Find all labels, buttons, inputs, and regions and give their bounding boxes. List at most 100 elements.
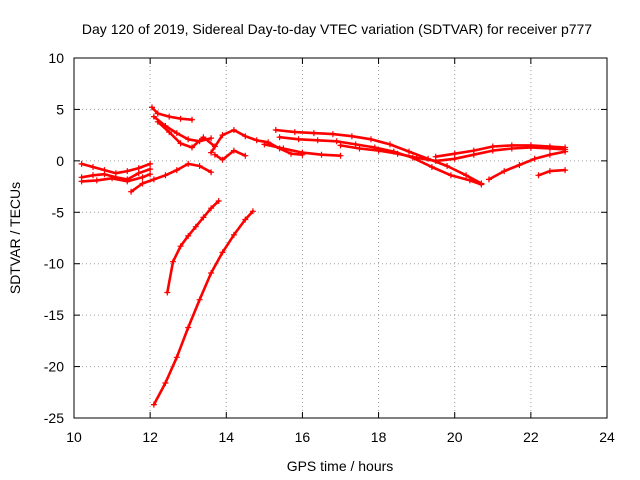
data-point xyxy=(348,133,355,140)
data-point xyxy=(208,149,215,156)
data-point xyxy=(333,138,340,145)
data-point xyxy=(154,118,161,125)
data-point xyxy=(147,171,154,178)
data-point xyxy=(242,133,249,140)
data-point xyxy=(149,104,155,111)
x-tick-labels: 10 12 14 16 18 20 22 24 xyxy=(66,429,615,445)
data-point xyxy=(508,142,515,149)
data-point xyxy=(253,137,260,144)
data-point xyxy=(170,258,176,265)
data-point xyxy=(546,168,553,175)
data-point xyxy=(124,168,131,175)
series-line xyxy=(274,128,483,185)
data-point xyxy=(242,152,249,159)
series-band-f xyxy=(486,148,569,183)
data-point xyxy=(139,180,146,187)
series-early-band-bottom xyxy=(78,171,154,185)
x-axis-label: GPS time / hours xyxy=(287,458,394,474)
series-line xyxy=(213,149,247,162)
data-point xyxy=(478,181,485,188)
y-tick-label: -5 xyxy=(52,204,65,220)
data-point xyxy=(219,249,226,256)
data-point xyxy=(177,140,184,147)
data-point xyxy=(470,147,477,154)
data-point xyxy=(486,176,492,183)
x-tick-label: 20 xyxy=(447,429,463,445)
series-band-a xyxy=(272,127,485,187)
plot-frame xyxy=(73,57,608,419)
y-tick-labels: -25 -20 -15 -10 -5 0 5 10 xyxy=(44,50,64,426)
data-point xyxy=(109,175,116,182)
data-point xyxy=(562,167,569,174)
data-point xyxy=(200,134,207,141)
x-tick-label: 14 xyxy=(218,429,234,445)
data-point xyxy=(162,172,169,179)
data-point xyxy=(406,148,412,155)
data-point xyxy=(230,147,237,154)
data-point xyxy=(166,113,173,120)
data-point xyxy=(489,143,496,150)
data-point xyxy=(501,168,508,175)
series-top-arc-1 xyxy=(149,104,195,123)
data-point xyxy=(150,401,157,408)
series-end-dash xyxy=(535,167,569,179)
data-point xyxy=(318,151,325,158)
data-point xyxy=(78,160,85,167)
x-tick-label: 24 xyxy=(599,429,615,445)
series-line xyxy=(152,210,255,406)
data-point xyxy=(466,177,473,184)
data-point xyxy=(413,154,420,161)
data-point xyxy=(276,134,283,141)
y-tick-label: 0 xyxy=(56,153,64,169)
y-tick-label: 10 xyxy=(48,50,64,66)
data-point xyxy=(192,223,199,230)
y-tick-label: -25 xyxy=(44,410,64,426)
data-series xyxy=(78,104,569,408)
data-point xyxy=(546,143,553,150)
data-point xyxy=(208,169,215,176)
data-point xyxy=(189,116,195,123)
data-point xyxy=(356,145,363,152)
data-point xyxy=(78,178,85,185)
data-point xyxy=(101,171,108,178)
data-point xyxy=(173,130,180,137)
data-point xyxy=(93,177,100,184)
data-point xyxy=(208,270,215,276)
data-point xyxy=(200,214,207,221)
x-tick-label: 10 xyxy=(66,429,82,445)
data-point xyxy=(150,113,157,120)
series-early-band-upper xyxy=(78,160,154,177)
data-point xyxy=(337,152,344,159)
data-point xyxy=(150,176,157,183)
data-point xyxy=(177,243,184,250)
data-point xyxy=(288,150,294,157)
series-band-e xyxy=(432,142,569,160)
data-point xyxy=(135,165,142,172)
data-point xyxy=(196,163,203,169)
data-point xyxy=(527,142,534,149)
y-axis-label: SDTVAR / TECUs xyxy=(7,182,23,294)
data-point xyxy=(463,172,470,179)
data-point xyxy=(428,164,435,170)
data-point xyxy=(451,155,458,162)
data-point xyxy=(352,141,359,148)
data-point xyxy=(173,354,180,361)
data-point xyxy=(215,198,222,204)
data-point xyxy=(211,151,218,158)
series-line xyxy=(434,144,567,158)
y-tick-label: -20 xyxy=(44,359,64,375)
data-point xyxy=(90,172,96,179)
data-point xyxy=(368,136,374,143)
data-point xyxy=(432,153,439,160)
data-point xyxy=(249,208,256,215)
data-point xyxy=(387,141,393,148)
data-point xyxy=(219,156,226,163)
x-tick-label: 22 xyxy=(523,429,539,445)
data-point xyxy=(139,174,146,181)
x-tick-label: 18 xyxy=(371,429,387,445)
data-point xyxy=(189,144,195,151)
series-mid-low xyxy=(211,147,249,163)
data-point xyxy=(196,296,203,303)
data-point xyxy=(230,231,237,238)
